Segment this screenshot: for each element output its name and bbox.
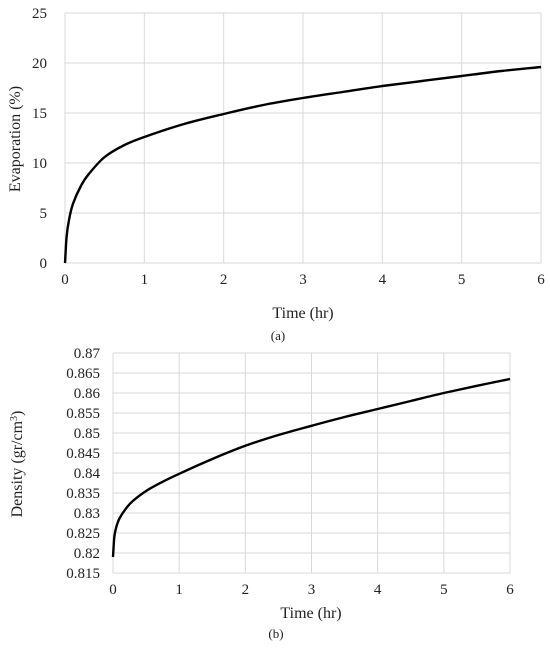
density-y-tick-label: 0.835 [66,486,100,502]
density-curve [111,377,511,558]
density-y-tick-label: 0.855 [66,406,100,422]
evaporation-y-tick-label: 20 [32,56,47,72]
evaporation-x-tick-label: 0 [61,272,69,288]
evaporation-y-tick-label: 5 [40,206,48,222]
density-y-tick-label: 0.845 [66,446,100,462]
evaporation-y-tick-label: 0 [40,256,48,272]
density-y-tick-label: 0.85 [74,426,100,442]
evaporation-grid [64,12,542,264]
density-y-axis-title-main: Density (gr/cm [9,420,26,517]
density-x-tick-label: 4 [374,582,382,598]
density-y-axis-title-sup: 3 [9,416,20,421]
evaporation-x-tick-label: 2 [220,272,228,288]
density-y-tick-label: 0.86 [74,386,101,402]
density-x-tick-label: 6 [506,582,514,598]
evaporation-y-tick-label: 25 [32,6,47,22]
density-y-tick-label: 0.825 [66,526,100,542]
evaporation-y-tick-label: 10 [32,156,47,172]
density-caption: (b) [268,626,283,641]
density-x-tick-label: 0 [109,582,117,598]
evaporation-y-axis-title: Evaporation (%) [7,86,24,192]
evaporation-x-tick-label: 4 [379,272,387,288]
density-y-tick-label: 0.82 [74,546,100,562]
evaporation-caption: (a) [271,328,285,343]
density-y-tick-label: 0.83 [74,506,100,522]
evaporation-curve [63,65,542,264]
density-x-tick-label: 5 [440,582,448,598]
density-y-tick-label: 0.815 [66,566,100,582]
evaporation-y-ticks: 0 5 10 15 20 25 [32,6,47,272]
evaporation-x-tick-label: 1 [141,272,149,288]
density-y-tick-label: 0.865 [66,366,100,382]
evaporation-x-tick-label: 3 [299,272,307,288]
evaporation-y-tick-label: 15 [32,106,47,122]
density-y-axis-title-close: ) [9,411,26,416]
density-grid [112,352,511,574]
evaporation-chart: 0 5 10 15 20 25 0 1 2 3 4 5 6 Time (hr) Evaporation… [7,6,545,343]
evaporation-x-ticks: 0 1 2 3 4 5 6 [61,272,545,288]
density-x-tick-label: 3 [308,582,316,598]
evaporation-x-axis-title: Time (hr) [272,305,333,322]
density-x-ticks: 0 1 2 3 4 5 6 [109,582,514,598]
evaporation-x-tick-label: 5 [458,272,466,288]
density-y-tick-label: 0.87 [74,346,101,362]
density-x-tick-label: 1 [175,582,183,598]
density-y-tick-label: 0.84 [74,466,101,482]
evaporation-x-tick-label: 6 [537,272,545,288]
density-chart: 0.815 0.82 0.825 0.83 0.835 0.84 0.845 0.85 0.85… [9,346,515,641]
density-y-ticks: 0.815 0.82 0.825 0.83 0.835 0.84 0.845 0.85 0.85… [66,346,100,582]
density-x-tick-label: 2 [242,582,250,598]
density-y-axis-title: Density (gr/cm3) [9,411,27,518]
density-x-axis-title: Time (hr) [280,605,341,622]
